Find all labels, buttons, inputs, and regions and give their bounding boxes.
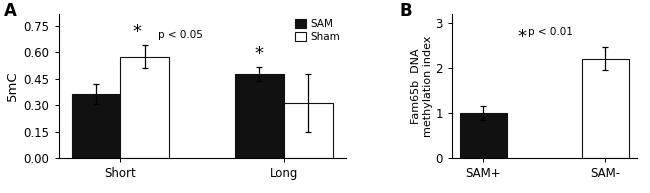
Text: p < 0.01: p < 0.01 bbox=[528, 27, 573, 37]
Bar bbox=[72, 94, 120, 158]
Text: A: A bbox=[4, 2, 17, 20]
Text: *: * bbox=[255, 45, 264, 63]
Y-axis label: Fam65b  DNA
methylation index: Fam65b DNA methylation index bbox=[411, 35, 432, 137]
Text: *: * bbox=[518, 28, 527, 46]
Text: *: * bbox=[133, 23, 141, 41]
Y-axis label: 5mC: 5mC bbox=[6, 71, 20, 101]
Text: p < 0.05: p < 0.05 bbox=[158, 30, 203, 40]
Bar bbox=[235, 74, 283, 158]
Bar bbox=[120, 57, 170, 158]
Bar bbox=[582, 59, 629, 158]
Legend: SAM, Sham: SAM, Sham bbox=[295, 19, 341, 42]
Bar bbox=[283, 103, 333, 158]
Text: B: B bbox=[400, 2, 413, 20]
Bar bbox=[460, 113, 506, 158]
